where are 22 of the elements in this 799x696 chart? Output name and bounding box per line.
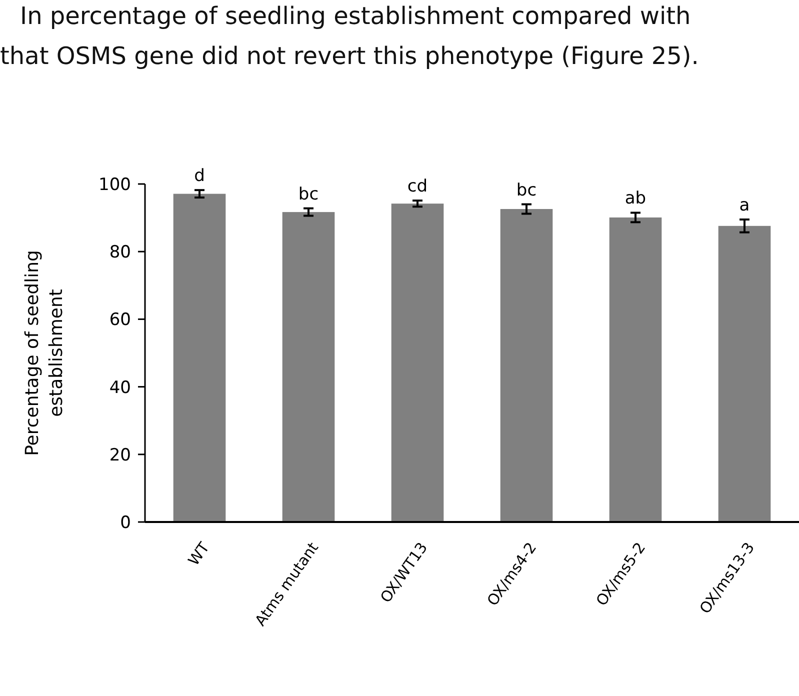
y-tick-label: 40 bbox=[109, 378, 131, 398]
y-axis-title: Percentage of seedling establishment bbox=[22, 250, 67, 456]
y-tick-label: 0 bbox=[120, 512, 131, 533]
bar bbox=[282, 212, 335, 522]
bar bbox=[718, 226, 771, 522]
annotation: d bbox=[194, 166, 205, 186]
annotation: bc bbox=[298, 184, 319, 204]
bar bbox=[500, 209, 553, 522]
annotation: a bbox=[739, 195, 750, 216]
bar bbox=[173, 194, 226, 522]
x-tick-label: WT bbox=[184, 538, 214, 569]
annotation: cd bbox=[407, 176, 428, 197]
bar bbox=[391, 204, 444, 522]
annotation: ab bbox=[624, 188, 646, 209]
y-tick-label: 60 bbox=[109, 310, 131, 330]
text: that OSMS gene did not revert this phenotype (Figure 25). bbox=[0, 42, 699, 70]
y-tick-label: 20 bbox=[109, 445, 131, 466]
y-tick-label: 100 bbox=[98, 174, 131, 195]
text: In percentage of seedling establishment compared with bbox=[20, 2, 691, 30]
y-tick-label: 80 bbox=[109, 242, 131, 263]
bar bbox=[609, 217, 662, 522]
annotation: bc bbox=[516, 180, 537, 200]
